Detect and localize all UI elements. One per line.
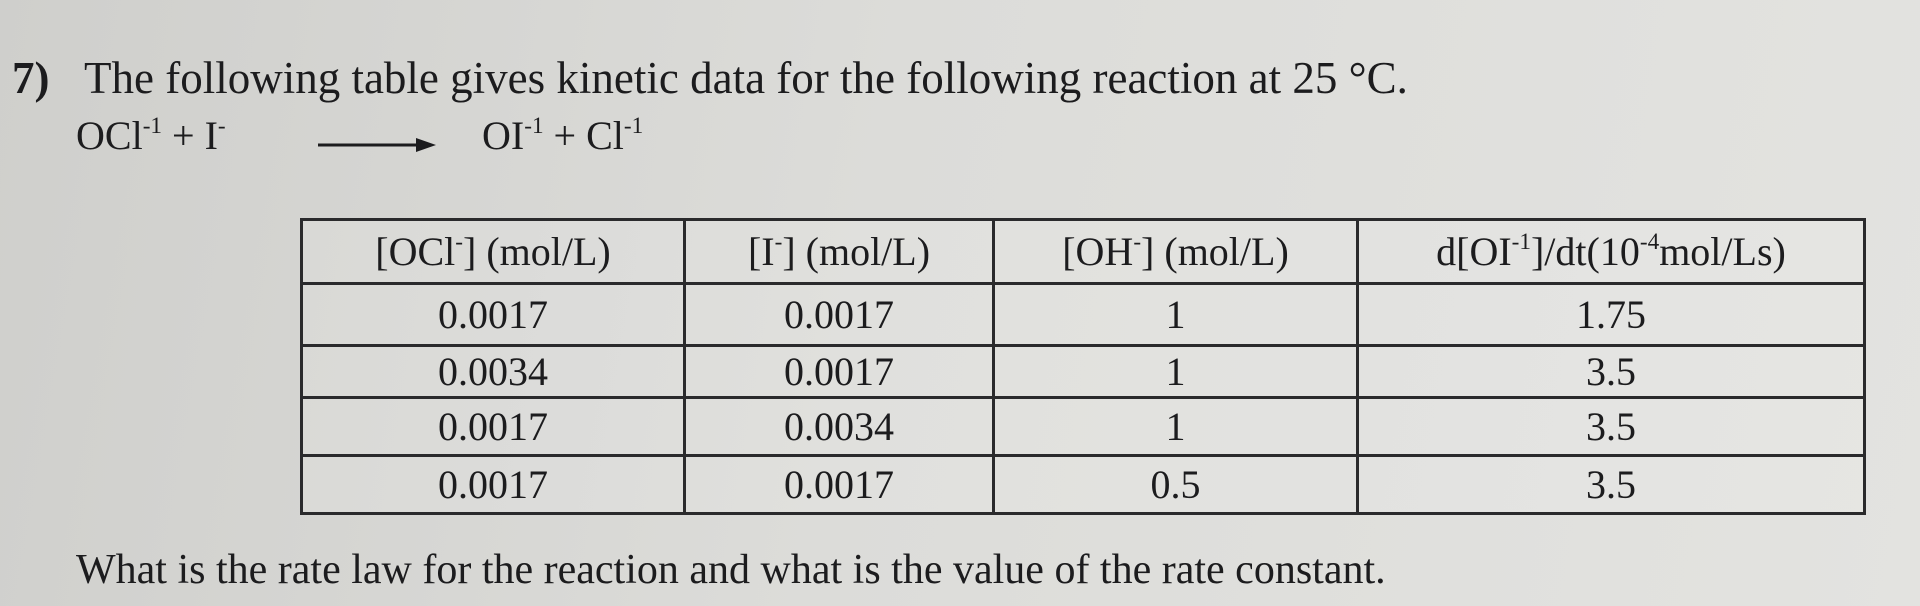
table-cell: 0.0034 [683, 396, 995, 457]
text-part: + Cl [543, 113, 624, 158]
table-cell: 3.5 [1356, 454, 1866, 515]
table-cell: 0.0017 [300, 396, 686, 457]
table-cell: 0.0017 [683, 282, 995, 347]
table-row: 0.0034 0.0017 1 3.5 [300, 344, 1866, 399]
kinetics-table: [OCl-] (mol/L) [I-] (mol/L) [OH-] (mol/L) d… [300, 218, 1866, 515]
text-part: OI [482, 113, 525, 158]
superscript: - [774, 228, 783, 255]
column-header: d[OI-1]/dt(10-4mol/Ls) [1356, 218, 1866, 285]
text-part: [OCl [375, 228, 456, 274]
superscript: -1 [1511, 228, 1531, 255]
question-number: 7) [12, 53, 50, 103]
question-text: The following table gives kinetic data f… [84, 53, 1408, 103]
reactants: OCl-1 + I- [76, 112, 226, 159]
table-row: 0.0017 0.0017 0.5 3.5 [300, 454, 1866, 515]
column-header: [OH-] (mol/L) [992, 218, 1359, 285]
text-part: mol/Ls) [1659, 228, 1786, 274]
reaction-arrow [318, 138, 436, 152]
table-cell: 0.0034 [300, 344, 686, 399]
text-part: [OH [1062, 228, 1134, 274]
table-row: 0.0017 0.0017 1 1.75 [300, 282, 1866, 347]
table-row: 0.0017 0.0034 1 3.5 [300, 396, 1866, 457]
column-header: [I-] (mol/L) [683, 218, 995, 285]
text-part: ]/dt(10 [1530, 228, 1640, 274]
column-header: [OCl-] (mol/L) [300, 218, 686, 285]
table-cell: 0.0017 [300, 282, 686, 347]
table-cell: 0.0017 [683, 454, 995, 515]
text-part: ] (mol/L) [463, 228, 611, 274]
superscript: -1 [623, 112, 644, 139]
text-part: [I [747, 228, 775, 274]
table-cell: 0.0017 [683, 344, 995, 399]
text-part: ] (mol/L) [1141, 228, 1289, 274]
table-cell: 1.75 [1356, 282, 1866, 347]
table-cell: 1 [992, 344, 1359, 399]
superscript: - [217, 112, 226, 139]
superscript: -4 [1639, 228, 1660, 255]
superscript: -1 [142, 112, 163, 139]
table-cell: 3.5 [1356, 344, 1866, 399]
footer-question: What is the rate law for the reaction an… [76, 547, 1386, 593]
superscript: -1 [524, 112, 544, 139]
header-row: [OCl-] (mol/L) [I-] (mol/L) [OH-] (mol/L) d… [300, 218, 1866, 285]
superscript: - [1133, 228, 1142, 255]
text-part: ] (mol/L) [782, 228, 931, 274]
table-cell: 3.5 [1356, 396, 1866, 457]
table-cell: 1 [992, 396, 1359, 457]
text-part: + I [162, 113, 218, 158]
products: OI-1 + Cl-1 [482, 112, 643, 159]
superscript: - [455, 228, 463, 255]
text-part: OCl [76, 113, 143, 158]
table-cell: 0.5 [992, 454, 1359, 515]
table-cell: 0.0017 [300, 454, 686, 515]
table-cell: 1 [992, 282, 1359, 347]
text-part: d[OI [1436, 228, 1512, 274]
